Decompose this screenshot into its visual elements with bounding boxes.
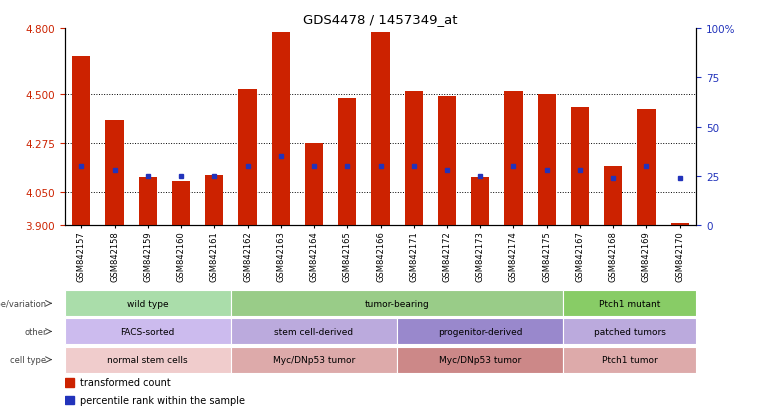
Bar: [563, 291, 696, 316]
Text: genotype/variation: genotype/variation: [0, 299, 46, 308]
Text: Ptch1 tumor: Ptch1 tumor: [602, 355, 658, 364]
Bar: [397, 347, 563, 373]
Text: Myc/DNp53 tumor: Myc/DNp53 tumor: [439, 355, 521, 364]
Bar: [231, 291, 563, 316]
Bar: [305, 144, 323, 225]
Bar: [371, 33, 390, 225]
Bar: [438, 97, 456, 225]
Bar: [571, 107, 589, 225]
Bar: [231, 347, 397, 373]
Text: Ptch1 mutant: Ptch1 mutant: [599, 299, 661, 308]
Text: percentile rank within the sample: percentile rank within the sample: [81, 395, 245, 405]
Title: GDS4478 / 1457349_at: GDS4478 / 1457349_at: [303, 13, 458, 26]
Bar: [563, 319, 696, 344]
Bar: [272, 33, 290, 225]
Bar: [231, 319, 397, 344]
Bar: [72, 57, 91, 225]
Text: cell type: cell type: [11, 355, 46, 364]
Bar: [65, 319, 231, 344]
Text: Myc/DNp53 tumor: Myc/DNp53 tumor: [273, 355, 355, 364]
Text: other: other: [24, 327, 46, 336]
Bar: [205, 175, 224, 225]
Text: progenitor-derived: progenitor-derived: [438, 327, 523, 336]
Bar: [397, 319, 563, 344]
Bar: [65, 347, 231, 373]
Bar: [238, 90, 256, 225]
Bar: [537, 95, 556, 225]
Text: FACS-sorted: FACS-sorted: [120, 327, 175, 336]
Bar: [139, 178, 157, 225]
Bar: [65, 396, 75, 404]
Bar: [338, 99, 356, 225]
Bar: [670, 223, 689, 225]
Bar: [405, 92, 423, 225]
Text: normal stem cells: normal stem cells: [107, 355, 188, 364]
Bar: [106, 121, 124, 225]
Text: tumor-bearing: tumor-bearing: [365, 299, 429, 308]
Bar: [563, 347, 696, 373]
Bar: [604, 166, 622, 225]
Bar: [172, 182, 190, 225]
Bar: [637, 110, 655, 225]
Text: transformed count: transformed count: [81, 377, 171, 387]
Bar: [65, 291, 231, 316]
Text: wild type: wild type: [127, 299, 169, 308]
Text: patched tumors: patched tumors: [594, 327, 666, 336]
Bar: [505, 92, 523, 225]
Bar: [65, 378, 75, 387]
Text: stem cell-derived: stem cell-derived: [275, 327, 354, 336]
Bar: [471, 178, 489, 225]
